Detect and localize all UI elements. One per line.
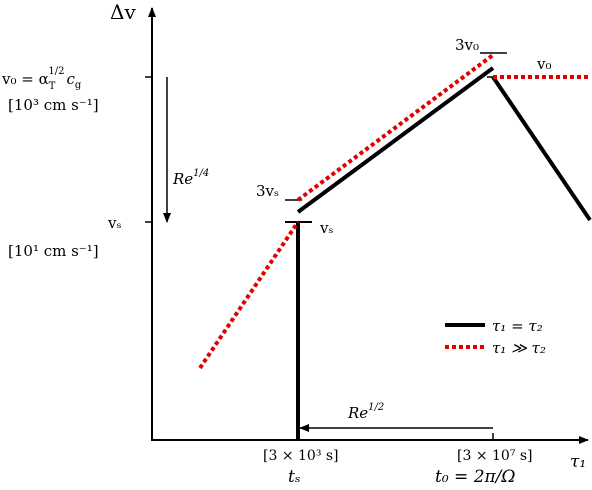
vs-right: vₛ — [319, 219, 334, 237]
v0-label: v₀ = αT 1/2 cg — [1, 66, 82, 92]
three-vs: 3vₛ — [256, 182, 279, 200]
re-base: Re — [347, 404, 368, 422]
red-curve — [198, 53, 590, 370]
re-sup: 1/2 — [368, 402, 384, 413]
v0-unit: [10³ cm s⁻¹] — [8, 96, 99, 114]
ts: tₛ — [288, 467, 301, 487]
legend-label: τ₁ ≫ τ₂ — [492, 339, 546, 357]
v0-sub: T — [49, 81, 56, 92]
legend-label: τ₁ = τ₂ — [492, 317, 543, 335]
ts-unit: [3 × 10³ s] — [263, 448, 339, 464]
re-base: Re — [172, 170, 193, 188]
t0: t₀ = 2π/Ω — [435, 467, 516, 487]
y-axis-label: Δv — [110, 0, 136, 24]
re-half: Re1/2 — [347, 402, 384, 422]
black-line — [491, 75, 592, 222]
three-v0: 3v₀ — [455, 36, 479, 54]
v0-right: v₀ — [536, 55, 552, 73]
red-line — [198, 220, 300, 370]
v0-after: c — [67, 70, 76, 88]
vs-label: vₛ — [107, 214, 122, 232]
v0-after-sub: g — [75, 80, 82, 91]
v0-sup: 1/2 — [48, 66, 64, 77]
x-axis-label: τ₁ — [570, 452, 586, 472]
re-sup: 1/4 — [193, 168, 209, 179]
v0-main: v₀ = α — [1, 70, 49, 88]
t0-unit: [3 × 10⁷ s] — [457, 448, 533, 464]
re-quarter: Re1/4 — [172, 168, 209, 188]
vs-unit: [10¹ cm s⁻¹] — [8, 242, 99, 260]
red-line — [296, 53, 495, 202]
black-line — [296, 66, 495, 214]
